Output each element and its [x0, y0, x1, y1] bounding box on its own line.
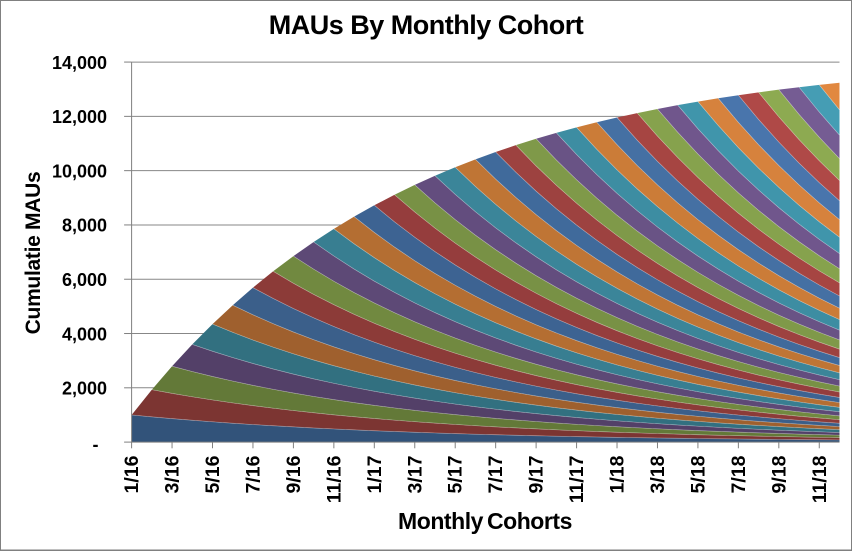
svg-text:7/18: 7/18: [728, 455, 750, 493]
svg-text:11/16: 11/16: [323, 455, 345, 503]
svg-text:3/17: 3/17: [404, 456, 426, 494]
svg-text:7/16: 7/16: [242, 455, 264, 493]
svg-text:9/16: 9/16: [283, 455, 305, 493]
svg-text:12,000: 12,000: [52, 107, 107, 127]
svg-text:1/17: 1/17: [364, 456, 386, 494]
svg-text:8,000: 8,000: [62, 216, 107, 236]
svg-text:11/17: 11/17: [566, 456, 588, 504]
svg-text:5/16: 5/16: [202, 455, 224, 493]
svg-text:1/16: 1/16: [121, 455, 143, 493]
svg-text:6,000: 6,000: [62, 270, 107, 290]
svg-text:Cumulatie MAUs: Cumulatie MAUs: [22, 172, 45, 335]
svg-text:Monthly Cohorts: Monthly Cohorts: [398, 508, 572, 534]
svg-text:2,000: 2,000: [62, 379, 107, 399]
svg-text:7/17: 7/17: [485, 456, 507, 494]
svg-text:3/18: 3/18: [647, 455, 669, 493]
svg-text:5/18: 5/18: [687, 455, 709, 493]
svg-text:14,000: 14,000: [52, 53, 107, 73]
svg-text:4,000: 4,000: [62, 324, 107, 344]
svg-text:9/17: 9/17: [526, 456, 548, 494]
svg-text:-: -: [93, 434, 99, 454]
svg-text:5/17: 5/17: [445, 456, 467, 494]
svg-text:11/18: 11/18: [809, 455, 831, 503]
svg-text:MAUs By Monthly Cohort: MAUs By Monthly Cohort: [269, 10, 584, 40]
svg-text:1/18: 1/18: [607, 455, 629, 493]
svg-text:3/16: 3/16: [162, 455, 184, 493]
svg-text:10,000: 10,000: [52, 161, 107, 181]
svg-text:9/18: 9/18: [768, 455, 790, 493]
